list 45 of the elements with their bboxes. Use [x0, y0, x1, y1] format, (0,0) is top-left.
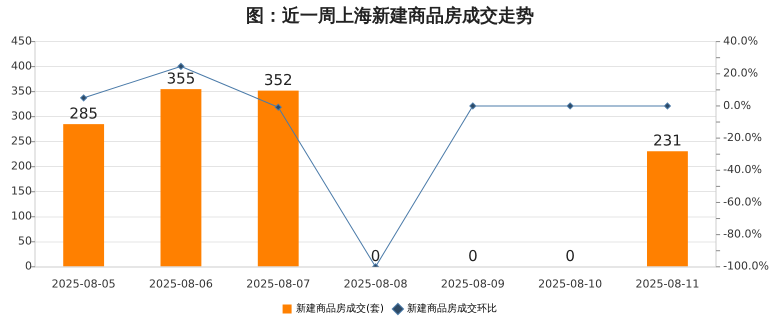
y2-tick-label: -40.0% — [723, 163, 762, 176]
data-label: 231 — [653, 132, 682, 150]
point — [566, 102, 574, 110]
bar — [647, 151, 688, 266]
data-label: 0 — [468, 247, 478, 266]
point — [274, 104, 282, 111]
y2-tick-label: 0.0% — [723, 98, 752, 112]
data-label: 355 — [166, 70, 196, 88]
y2-tick-label: -20.0% — [723, 130, 762, 144]
bar — [63, 124, 104, 266]
y-tick-label: 300 — [10, 110, 32, 123]
y-tick-label: 350 — [10, 84, 32, 98]
y2-tick-label: -80.0% — [723, 227, 762, 240]
chart-title: 图：近一周上海新建商品房成交走势 — [246, 5, 534, 26]
y-tick-label: 450 — [10, 34, 32, 48]
y-tick-label: 250 — [10, 134, 32, 148]
x-tick-label: 2025-08-05 — [52, 277, 116, 290]
data-label: 285 — [69, 104, 98, 123]
x-tick-label: 2025-08-10 — [538, 277, 602, 290]
x-tick-label: 2025-08-06 — [148, 277, 213, 290]
y2-tick-label: -60.0% — [723, 195, 762, 208]
data-label: 0 — [370, 247, 380, 266]
y-tick-label: 200 — [10, 160, 32, 173]
y2-tick-label: 40.0% — [723, 34, 758, 48]
y-tick-label: 50 — [18, 234, 32, 248]
legend-label: 新建商品房成交(套) — [296, 302, 384, 315]
x-tick-label: 2025-08-07 — [246, 277, 310, 290]
legend-label: 新建商品房成交环比 — [406, 302, 497, 315]
y-tick-label: 0 — [24, 260, 32, 273]
x-tick-label: 2025-08-11 — [635, 277, 700, 290]
bar — [160, 89, 202, 266]
y2-tick-label: 20.0% — [723, 66, 758, 80]
point — [177, 62, 184, 70]
y-tick-label: 100 — [10, 210, 32, 223]
point — [664, 102, 671, 110]
x-tick-label: 2025-08-09 — [440, 277, 505, 290]
data-label: 352 — [264, 71, 293, 90]
x-tick-label: 2025-08-08 — [344, 277, 408, 290]
point — [469, 102, 476, 110]
y-tick-label: 400 — [10, 59, 32, 72]
y-tick-label: 150 — [10, 184, 32, 198]
bar — [258, 90, 299, 266]
point — [80, 94, 88, 102]
y2-tick-label: -100.0% — [723, 260, 770, 273]
data-label: 0 — [565, 247, 575, 266]
